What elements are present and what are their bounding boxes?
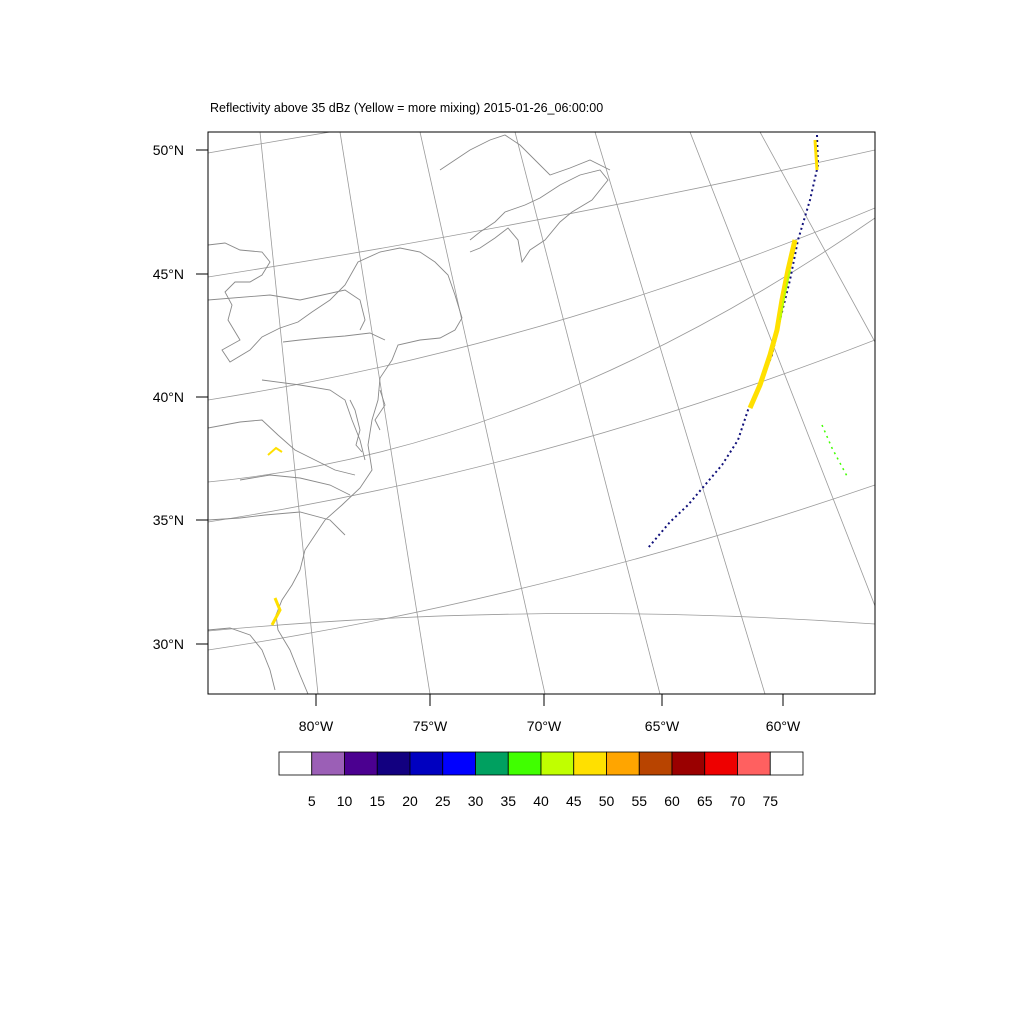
lat-label: 45°N	[153, 266, 184, 282]
colorbar-box	[769, 751, 804, 776]
colorbar-box	[573, 751, 607, 776]
colorbar-label: 45	[566, 793, 582, 809]
colorbar-box	[638, 751, 673, 776]
colorbar-box	[311, 751, 345, 776]
lon-label: 65°W	[645, 718, 680, 734]
colorbar-label: 65	[697, 793, 713, 809]
colorbar-label: 60	[664, 793, 680, 809]
lon-label: 75°W	[413, 718, 448, 734]
colorbar-label: 15	[369, 793, 385, 809]
colorbar-box	[376, 751, 411, 776]
colorbar-box	[409, 751, 444, 776]
lon-label: 80°W	[299, 718, 334, 734]
colorbar: 5 10 15 20 25 30 35 40 45 50 55 60 65 70 75	[278, 751, 804, 809]
lat-label: 40°N	[153, 389, 184, 405]
colorbar-label: 30	[468, 793, 484, 809]
lat-label: 35°N	[153, 512, 184, 528]
colorbar-label: 40	[533, 793, 549, 809]
lon-label: 70°W	[527, 718, 562, 734]
longitude-gridlines	[259, 132, 875, 694]
longitude-labels: 80°W 75°W 70°W 65°W 60°W	[299, 694, 801, 734]
colorbar-box	[442, 751, 476, 776]
colorbar-box	[606, 751, 640, 776]
colorbar-box	[704, 751, 738, 776]
lat-label: 30°N	[153, 636, 184, 652]
plot-frame	[207, 131, 876, 695]
lat-label: 50°N	[153, 142, 184, 158]
latitude-labels: 50°N 45°N 40°N 35°N 30°N	[153, 142, 208, 652]
coastlines	[208, 134, 611, 694]
colorbar-label: 55	[631, 793, 647, 809]
colorbar-label: 10	[337, 793, 353, 809]
colorbar-label: 50	[599, 793, 615, 809]
colorbar-label: 5	[308, 793, 316, 809]
colorbar-label: 25	[435, 793, 451, 809]
colorbar-box	[671, 751, 706, 776]
latitude-gridlines	[208, 132, 875, 651]
colorbar-label: 20	[402, 793, 418, 809]
colorbar-box	[507, 751, 542, 776]
map-title: Reflectivity above 35 dBz (Yellow = more…	[210, 101, 604, 115]
colorbar-box	[737, 751, 771, 776]
colorbar-label: 35	[500, 793, 516, 809]
colorbar-label: 75	[762, 793, 778, 809]
colorbar-box	[344, 751, 378, 776]
lon-label: 60°W	[766, 718, 801, 734]
colorbar-label: 70	[730, 793, 746, 809]
colorbar-box	[278, 751, 313, 776]
colorbar-box	[475, 751, 509, 776]
reflectivity-band	[267, 134, 849, 626]
colorbar-box	[540, 751, 575, 776]
